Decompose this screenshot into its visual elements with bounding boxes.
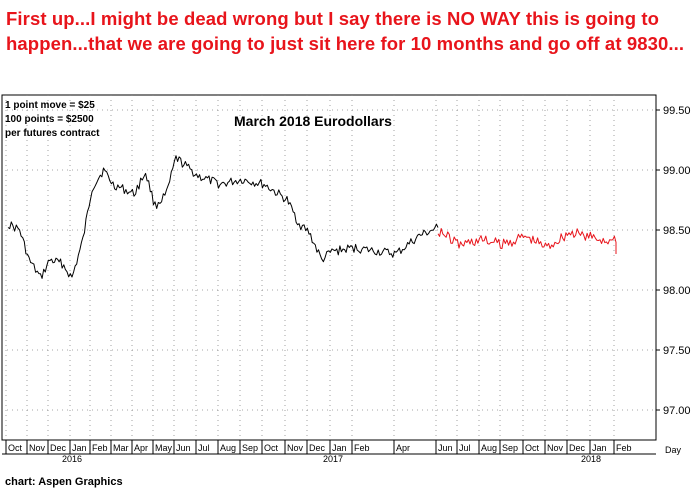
- y-tick-label: 99.50: [663, 105, 691, 117]
- chart-note: per futures contract: [5, 128, 100, 139]
- y-tick-label: 97.00: [663, 405, 691, 417]
- x-tick-label: Jul: [198, 443, 210, 453]
- y-tick-label: 98.00: [663, 285, 691, 297]
- x-tick-label: May: [155, 443, 173, 453]
- x-tick-label: Dec: [309, 443, 326, 453]
- x-tick-label: Mar: [113, 443, 129, 453]
- x-tick-label: Aug: [220, 443, 236, 453]
- x-tick-label: Jan: [592, 443, 607, 453]
- x-tick-label: Oct: [8, 443, 23, 453]
- x-tick-label: Apr: [396, 443, 410, 453]
- x-tick-label: Jul: [459, 443, 471, 453]
- y-tick-label: 97.50: [663, 345, 691, 357]
- x-tick-label: Feb: [92, 443, 108, 453]
- year-label: 2017: [323, 454, 343, 464]
- chart-note: 1 point move = $25: [5, 100, 95, 111]
- x-tick-label: Sep: [502, 443, 518, 453]
- x-tick-label: Feb: [616, 443, 632, 453]
- x-tick-label: Feb: [354, 443, 370, 453]
- chart-title: March 2018 Eurodollars: [234, 113, 392, 129]
- year-label: 2016: [62, 454, 82, 464]
- headline: First up...I might be dead wrong but I s…: [6, 8, 685, 54]
- x-tick-label: Sep: [242, 443, 258, 453]
- x-tick-label: Aug: [481, 443, 497, 453]
- x-tick-label: Jan: [332, 443, 347, 453]
- year-label: 2018: [581, 454, 601, 464]
- x-tick-label: Apr: [134, 443, 148, 453]
- y-tick-label: 98.50: [663, 225, 691, 237]
- y-tick-label: 99.00: [663, 165, 691, 177]
- plot-frame: [1, 94, 657, 441]
- x-tick-label: Oct: [525, 443, 540, 453]
- x-unit-label: Day: [665, 445, 682, 455]
- x-tick-label: Nov: [29, 443, 46, 453]
- series-line-actual: [7, 155, 439, 279]
- x-tick-label: Oct: [264, 443, 279, 453]
- x-tick-label: Nov: [287, 443, 304, 453]
- x-tick-label: Jun: [176, 443, 191, 453]
- x-tick-label: Jan: [72, 443, 87, 453]
- x-tick-label: Nov: [547, 443, 564, 453]
- x-tick-label: Dec: [50, 443, 67, 453]
- series-line-projection: [437, 228, 617, 254]
- x-tick-label: Jun: [438, 443, 453, 453]
- x-tick-label: Dec: [569, 443, 586, 453]
- chart-note: 100 points = $2500: [5, 114, 94, 125]
- chart-credit: chart: Aspen Graphics: [5, 476, 123, 488]
